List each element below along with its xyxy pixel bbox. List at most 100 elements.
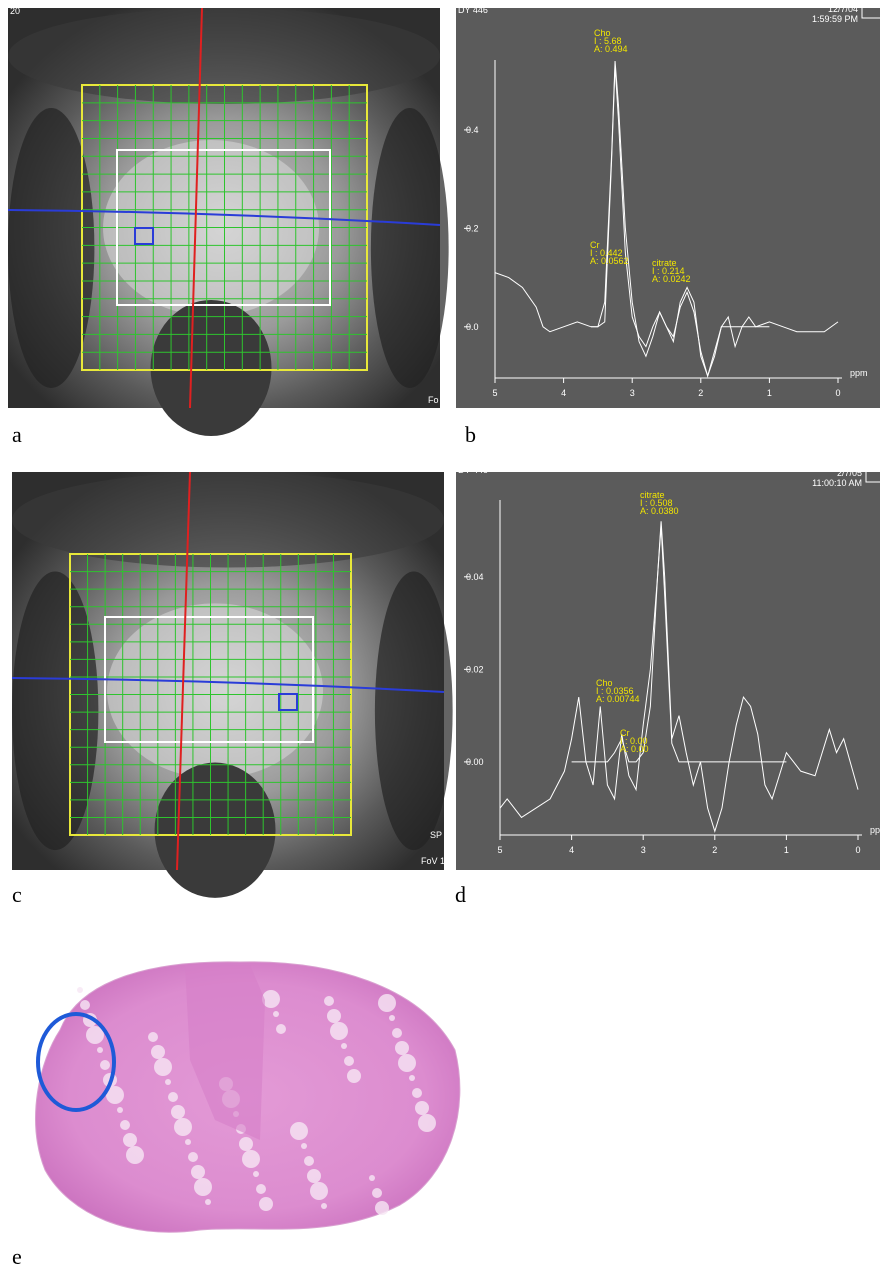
x-tick-label: 4 — [569, 845, 574, 855]
gland — [165, 1079, 171, 1085]
image-text: SP — [430, 830, 442, 840]
gland — [194, 1178, 212, 1196]
rectum — [151, 300, 272, 436]
gland — [97, 1047, 103, 1053]
gland — [324, 996, 334, 1006]
x-tick-label: 4 — [561, 388, 566, 398]
tissue — [375, 572, 453, 851]
gland — [273, 1011, 279, 1017]
gland — [389, 1015, 395, 1021]
gland — [117, 1107, 123, 1113]
panel-label: e — [12, 1244, 22, 1269]
gland — [253, 1171, 259, 1177]
peak-annotation: A: 0.00744 — [596, 694, 640, 704]
y-tick-label: 0.04 — [466, 572, 484, 582]
gland — [415, 1101, 429, 1115]
gland — [327, 1009, 341, 1023]
gland — [171, 1105, 185, 1119]
prostate — [107, 603, 323, 778]
gland — [290, 1122, 308, 1140]
x-tick-label: 2 — [712, 845, 717, 855]
x-tick-label: 0 — [835, 388, 840, 398]
gland — [120, 1120, 130, 1130]
x-axis-label: pp — [870, 825, 880, 835]
gland — [301, 1143, 307, 1149]
gland — [347, 1069, 361, 1083]
gland — [259, 1197, 273, 1211]
gland — [188, 1152, 198, 1162]
header-text: 12/7/04 — [828, 4, 858, 14]
gland — [148, 1032, 158, 1042]
peak-annotation: A: 0.0242 — [652, 274, 691, 284]
figure: a b c d e 20FoSPFoV 18DY 44612/7/041:59:… — [0, 0, 883, 1274]
gland — [321, 1203, 327, 1209]
y-tick-label: 0.2 — [466, 223, 479, 233]
header-text: 11:00:10 AM — [812, 478, 862, 488]
gland — [174, 1118, 192, 1136]
gland — [341, 1043, 347, 1049]
header-text: 1:59:59 PM — [812, 14, 858, 24]
image-text: Fo — [428, 395, 439, 405]
panel-label: b — [465, 422, 476, 447]
y-tick-label: 0.02 — [466, 664, 484, 674]
gland — [185, 1139, 191, 1145]
x-axis-label: ppm — [850, 368, 868, 378]
gland — [123, 1133, 137, 1147]
y-tick-label: 0.0 — [466, 322, 479, 332]
gland — [151, 1045, 165, 1059]
gland — [418, 1114, 436, 1132]
gland — [330, 1022, 348, 1040]
panel-label: c — [12, 882, 22, 907]
gland — [372, 1188, 382, 1198]
image-text: FoV 18 — [421, 856, 450, 866]
gland — [168, 1092, 178, 1102]
gland — [375, 1201, 389, 1215]
gland — [77, 987, 83, 993]
x-tick-label: 0 — [855, 845, 860, 855]
gland — [205, 1199, 211, 1205]
rectum — [155, 763, 276, 898]
x-tick-label: 2 — [698, 388, 703, 398]
x-tick-label: 5 — [492, 388, 497, 398]
x-tick-label: 1 — [767, 388, 772, 398]
gland — [191, 1165, 205, 1179]
panel-label: a — [12, 422, 22, 447]
header-text: DY 446 — [458, 465, 488, 475]
header-text: 2/7/05 — [837, 468, 862, 478]
x-tick-label: 3 — [641, 845, 646, 855]
gland — [398, 1054, 416, 1072]
peak-annotation: A: 0.00 — [620, 744, 649, 754]
plot-background — [456, 8, 880, 408]
y-tick-label: 0.4 — [466, 125, 479, 135]
gland — [369, 1175, 375, 1181]
gland — [344, 1056, 354, 1066]
peak-annotation: A: 0.494 — [594, 44, 628, 54]
y-tick-label: 0.00 — [466, 757, 484, 767]
gland — [80, 1000, 90, 1010]
header-text: DY 446 — [458, 5, 488, 15]
gland — [392, 1028, 402, 1038]
x-tick-label: 5 — [497, 845, 502, 855]
x-tick-label: 3 — [630, 388, 635, 398]
gland — [239, 1137, 253, 1151]
tissue — [12, 572, 98, 851]
peak-annotation: A: 0.0562 — [590, 256, 629, 266]
tissue — [371, 108, 449, 388]
gland — [307, 1169, 321, 1183]
gland — [276, 1024, 286, 1034]
gland — [126, 1146, 144, 1164]
x-tick-label: 1 — [784, 845, 789, 855]
panel-label: d — [455, 882, 466, 907]
gland — [154, 1058, 172, 1076]
gland — [310, 1182, 328, 1200]
gland — [412, 1088, 422, 1098]
gland — [304, 1156, 314, 1166]
gland — [256, 1184, 266, 1194]
gland — [409, 1075, 415, 1081]
gland — [242, 1150, 260, 1168]
page: {"panels": { "a": {"label": "a", "texts"… — [0, 0, 883, 1274]
image-text: 20 — [10, 6, 20, 16]
gland — [100, 1060, 110, 1070]
peak-annotation: A: 0.0380 — [640, 506, 679, 516]
gland — [395, 1041, 409, 1055]
